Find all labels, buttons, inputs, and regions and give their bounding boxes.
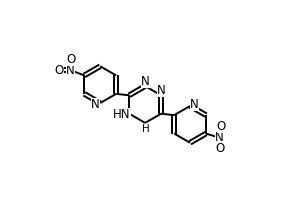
Text: H: H [142, 124, 150, 134]
Text: N: N [157, 84, 165, 97]
Text: O: O [66, 53, 75, 66]
Text: N: N [190, 98, 199, 111]
Text: N: N [91, 98, 100, 111]
Text: O: O [217, 120, 226, 133]
Text: N: N [215, 131, 224, 144]
Text: HN: HN [113, 108, 131, 121]
Text: O: O [215, 142, 224, 155]
Text: O: O [55, 64, 64, 77]
Text: N: N [66, 64, 75, 77]
Text: N: N [141, 75, 150, 88]
